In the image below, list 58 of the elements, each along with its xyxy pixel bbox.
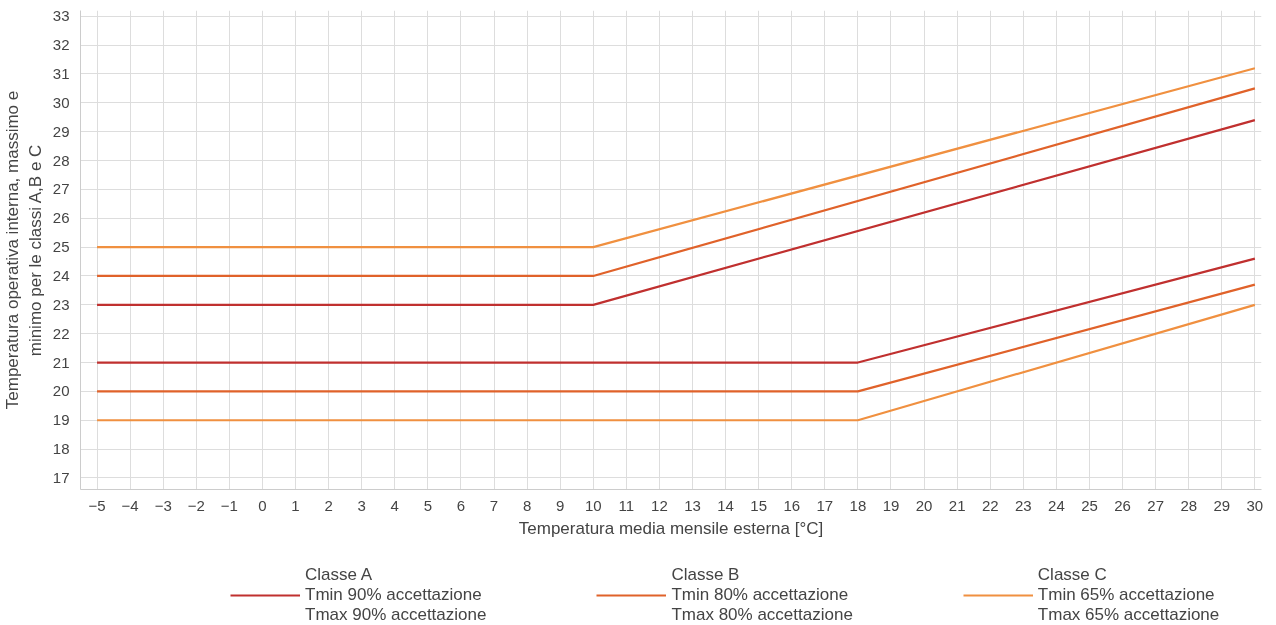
y-tick-label: 30 [52, 93, 70, 111]
x-tick-label: 0 [258, 496, 267, 514]
x-tick-label: −1 [220, 496, 238, 514]
x-tick-label: 6 [456, 496, 466, 514]
legend-label: Classe A Tmin 90% accettazione Tmax 90% accettazione [305, 565, 487, 625]
x-tick-label: 21 [948, 496, 966, 514]
x-tick-label: 29 [1213, 496, 1231, 514]
x-tick-label: 1 [291, 496, 300, 514]
x-tick-label: 8 [522, 496, 532, 514]
x-tick-label: 30 [1246, 496, 1264, 514]
x-tick-label: 2 [324, 496, 333, 514]
y-tick-label: 32 [52, 36, 70, 54]
x-tick-label: 27 [1147, 496, 1164, 514]
x-tick-label: 28 [1180, 496, 1198, 514]
x-tick-label: 3 [357, 496, 366, 514]
y-tick-label: 22 [52, 324, 70, 342]
y-tick-label: 18 [52, 440, 70, 458]
legend-label: Classe C Tmin 65% accettazione Tmax 65% accettazione [1037, 565, 1220, 625]
x-tick-label: 12 [651, 496, 668, 514]
x-tick-label: −3 [154, 496, 172, 514]
x-tick-label: 5 [423, 496, 433, 514]
x-tick-label: 22 [981, 496, 999, 514]
x-tick-label: 4 [390, 496, 399, 514]
x-tick-label: 11 [618, 496, 635, 514]
x-tick-label: 7 [489, 496, 499, 514]
y-tick-label: 27 [52, 180, 70, 198]
y-axis-title: Temperatura operativa interna, massimo e minimo per le classi A,B e C [3, 90, 45, 410]
x-tick-label: 17 [816, 496, 834, 514]
x-tick-label: −4 [121, 496, 139, 514]
x-tick-label: 25 [1081, 496, 1098, 514]
x-tick-label: 9 [556, 496, 565, 514]
y-tick-label: 19 [52, 411, 70, 429]
x-tick-label: 26 [1114, 496, 1131, 514]
y-tick-label: 28 [52, 151, 70, 169]
y-tick-label: 31 [52, 64, 70, 82]
x-tick-label: −5 [88, 496, 106, 514]
x-tick-label: 19 [882, 496, 900, 514]
y-tick-label: 23 [52, 295, 70, 313]
x-tick-label: 16 [783, 496, 801, 514]
y-tick-label: 25 [52, 238, 70, 256]
x-tick-label: 10 [584, 496, 602, 514]
x-axis-title: Temperatura media mensile esterna [°C] [518, 518, 824, 538]
y-tick-label: 33 [52, 7, 70, 25]
x-tick-label: 14 [717, 496, 734, 514]
y-tick-label: 21 [52, 353, 70, 371]
x-tick-label: 13 [684, 496, 701, 514]
y-tick-label: 24 [52, 266, 70, 284]
x-tick-label: −2 [187, 496, 205, 514]
y-tick-label: 17 [52, 468, 70, 486]
y-tick-label: 29 [52, 122, 70, 140]
x-tick-label: 18 [849, 496, 867, 514]
x-tick-label: 20 [915, 496, 933, 514]
legend-label: Classe B Tmin 80% accettazione Tmax 80% accettazione [671, 565, 853, 625]
x-tick-label: 15 [750, 496, 768, 514]
y-tick-label: 26 [52, 209, 70, 227]
y-tick-label: 20 [52, 382, 70, 400]
x-tick-label: 24 [1048, 496, 1065, 514]
x-tick-label: 23 [1014, 496, 1032, 514]
